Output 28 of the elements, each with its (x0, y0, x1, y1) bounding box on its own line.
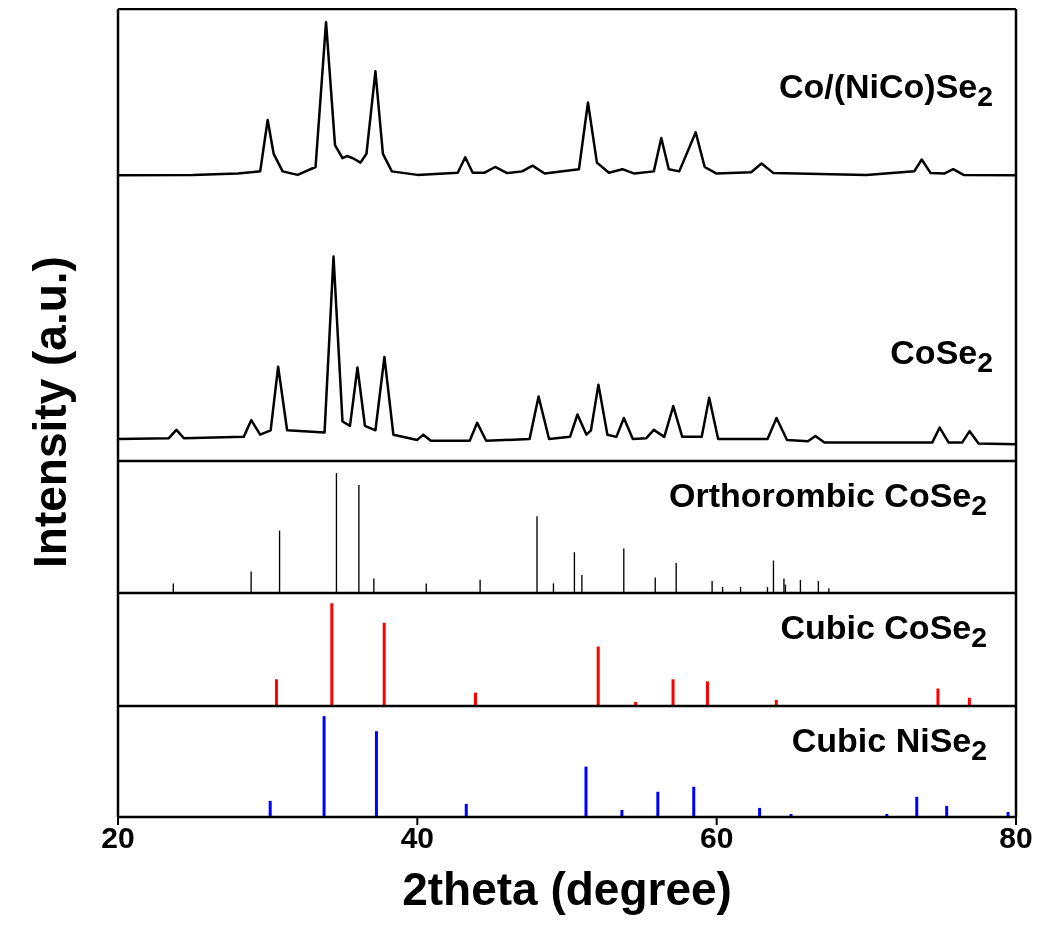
x-tick-label: 40 (400, 821, 435, 855)
bar (330, 603, 334, 706)
series-label: Co/(NiCo)Se$_{2}$ (778, 67, 993, 113)
bar (374, 731, 378, 817)
bar (915, 796, 919, 817)
bar (692, 786, 696, 817)
bar (671, 679, 675, 706)
x-tick-label: 80 (999, 821, 1033, 855)
bar (945, 805, 949, 817)
x-axis-title: 2theta (degree) (402, 863, 732, 915)
bar (473, 692, 477, 706)
bar (268, 800, 272, 817)
x-tick-label: 60 (699, 821, 734, 855)
bar (382, 622, 386, 706)
series-label: Cubic CoSe$_{2}$ (780, 608, 987, 653)
bar (464, 803, 468, 817)
bar (584, 766, 588, 817)
bar (656, 791, 660, 817)
bar (596, 646, 600, 706)
bar (705, 681, 709, 706)
y-axis-title: Intensity (a.u.) (23, 256, 77, 568)
bar (936, 688, 940, 706)
series-label: CoSe$_{2}$ (890, 332, 993, 378)
series-label: Cubic NiSe$_{2}$ (791, 721, 987, 766)
x-tick-label: 20 (101, 821, 135, 855)
bar (322, 716, 326, 817)
series-label: Orthorombic CoSe$_{2}$ (668, 476, 987, 521)
bar (274, 679, 278, 706)
